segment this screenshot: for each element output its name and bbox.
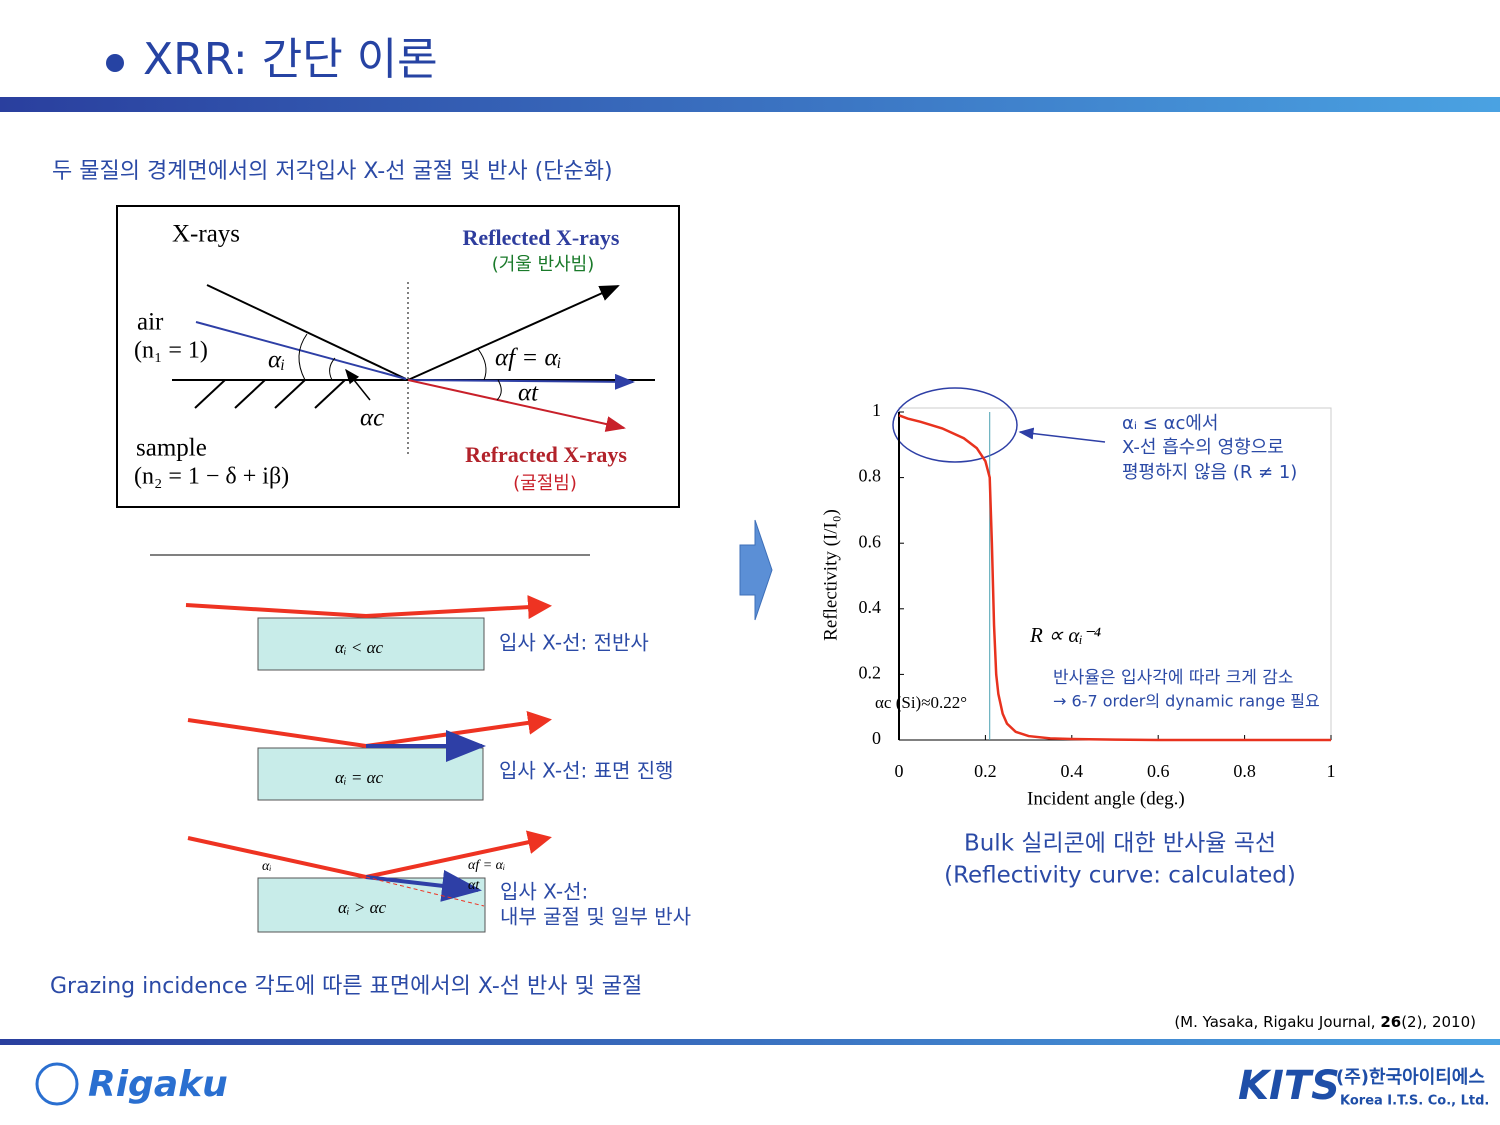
citation-volume: 26 <box>1380 1013 1401 1031</box>
condition: αᵢ = αc <box>335 768 384 787</box>
logo: Rigaku <box>88 1064 228 1105</box>
annotation: 반사율은 입사각에 따라 크게 감소 <box>1053 668 1294 688</box>
reflectivity-curve <box>898 414 1331 742</box>
bullet <box>106 54 124 72</box>
y-axis-label: Reflectivity (I/I₀) <box>820 509 841 641</box>
annotation: αc (Si)≈0.22° <box>875 693 967 712</box>
caption: Grazing incidence 각도에 따른 표면에서의 X-선 반사 및 … <box>50 974 642 999</box>
subtitle: 두 물질의 경계면에서의 저각입사 X-선 굴절 및 반사 (단순화) <box>52 159 613 184</box>
y-tick-label: 0.8 <box>859 466 882 486</box>
annotation: 평평하지 않음 (R ≠ 1) <box>1122 462 1297 483</box>
label: X-rays <box>172 221 240 248</box>
label: αf = αᵢ <box>468 858 505 873</box>
citation-text: (M. Yasaka, Rigaku Journal, <box>1174 1013 1380 1031</box>
x-tick-label: 0.2 <box>974 761 997 781</box>
chart-caption: (Reflectivity curve: calculated) <box>944 863 1296 889</box>
y-tick-label: 1 <box>872 400 881 420</box>
x-tick-label: 0.4 <box>1061 761 1084 781</box>
annotation: → 6-7 order의 dynamic range 필요 <box>1053 692 1320 711</box>
logo-text: Korea I.T.S. Co., Ltd. <box>1340 1094 1489 1109</box>
annotation: X-선 흡수의 영향으로 <box>1122 437 1284 458</box>
reflectivity-chart: Incident angle (deg.) Reflectivity (I/I₀… <box>820 387 1336 889</box>
annotation: αᵢ ≤ αc에서 <box>1122 413 1219 434</box>
label: αf = αᵢ <box>495 345 562 372</box>
citation: (M. Yasaka, Rigaku Journal, 26(2), 2010) <box>1174 1013 1476 1031</box>
chart-caption: Bulk 실리콘에 대한 반사율 곡선 <box>964 831 1276 857</box>
label: αt <box>518 380 539 407</box>
label: air <box>137 309 164 336</box>
x-tick-label: 0.8 <box>1233 761 1256 781</box>
label: (n₂ = 1 − δ + iβ) <box>134 464 289 490</box>
title: XRR: 간단 이론 <box>143 34 438 85</box>
label: αt <box>468 878 480 893</box>
label: αᵢ <box>268 347 285 374</box>
logo-text: (주)한국아이티에스 <box>1336 1067 1485 1088</box>
label: (굴절빔) <box>513 473 577 494</box>
case-label: 입사 X-선: 표면 진행 <box>499 759 674 783</box>
condition: αᵢ > αc <box>338 898 387 917</box>
case-label: 내부 굴절 및 일부 반사 <box>500 905 691 929</box>
x-tick-label: 0.6 <box>1147 761 1170 781</box>
y-tick-label: 0.6 <box>859 531 882 551</box>
label: Refracted X-rays <box>465 442 627 467</box>
label: sample <box>136 435 207 462</box>
logo-icon <box>35 1062 79 1106</box>
header-bar <box>0 97 1500 112</box>
label: αc <box>360 405 384 432</box>
logo: KITS <box>1238 1063 1340 1109</box>
label: (거울 반사빔) <box>492 254 595 275</box>
y-tick-label: 0 <box>872 728 881 748</box>
interface-diagram: X-rays Reflected X-rays (거울 반사빔) air (n₁… <box>116 205 680 508</box>
pointer <box>1018 427 1106 443</box>
x-tick-label: 1 <box>1327 761 1336 781</box>
arrow <box>739 519 773 621</box>
label: (n₁ = 1) <box>134 338 208 364</box>
y-tick-label: 0.2 <box>859 663 882 683</box>
case-label: 입사 X-선: <box>500 880 588 904</box>
condition: αᵢ < αc <box>335 638 384 657</box>
highlight <box>892 387 1018 463</box>
x-axis-label: Incident angle (deg.) <box>1027 788 1185 809</box>
x-tick-label: 0 <box>895 761 904 781</box>
y-tick-label: 0.4 <box>859 597 882 617</box>
case-label: 입사 X-선: 전반사 <box>499 631 649 655</box>
label: αᵢ <box>262 859 272 874</box>
citation-text: (2), 2010) <box>1401 1013 1476 1031</box>
footer-bar <box>0 1039 1500 1045</box>
case-diagrams: αᵢ < αc 입사 X-선: 전반사 αᵢ = αc 입사 X-선: 표면 진… <box>185 595 691 933</box>
label: Reflected X-rays <box>463 225 620 250</box>
annotation: R ∝ αᵢ⁻⁴ <box>1029 623 1101 647</box>
